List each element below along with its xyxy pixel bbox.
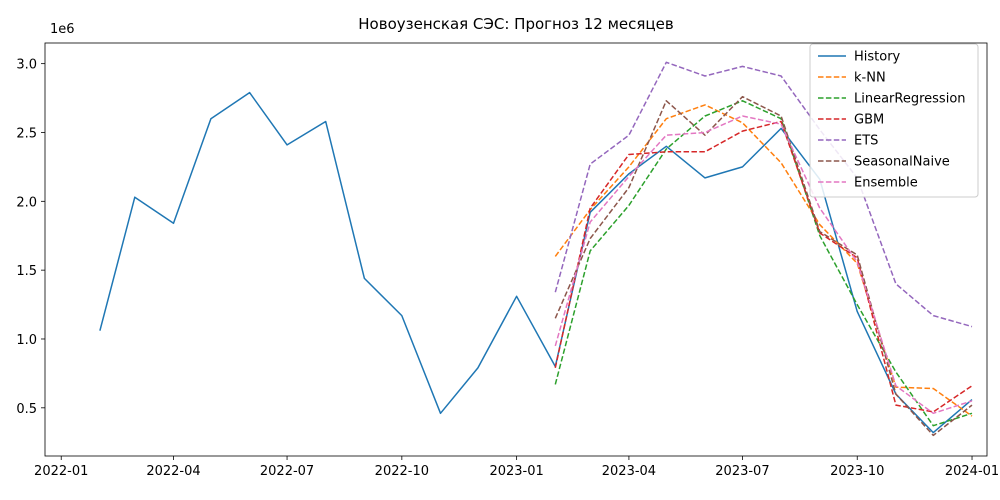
plot-frame bbox=[44, 42, 988, 457]
x-tick-label: 2022-10 bbox=[375, 464, 429, 479]
x-tick-label: 2023-04 bbox=[602, 464, 656, 479]
legend-entry-label: Ensemble bbox=[854, 176, 918, 191]
y-axis-multiplier-label: 1e6 bbox=[50, 22, 75, 37]
legend-entry-label: k-NN bbox=[854, 71, 886, 86]
legend-entry-label: SeasonalNaive bbox=[854, 155, 950, 170]
x-tick-label: 2022-04 bbox=[146, 464, 200, 479]
y-tick-label: 1.0 bbox=[16, 333, 37, 348]
x-tick-label: 2023-01 bbox=[489, 464, 543, 479]
y-tick-label: 1.5 bbox=[16, 264, 37, 279]
y-tick-label: 2.0 bbox=[16, 195, 37, 210]
legend-entry-label: LinearRegression bbox=[854, 92, 966, 107]
series-line-ensemble bbox=[554, 115, 973, 415]
y-tick-label: 2.5 bbox=[16, 126, 37, 141]
y-tick-label: 3.0 bbox=[16, 58, 37, 73]
series-line-k-nn bbox=[554, 104, 973, 417]
x-tick-label: 2023-07 bbox=[715, 464, 769, 479]
series-line-seasonalnaive bbox=[554, 95, 973, 437]
series-layer bbox=[99, 61, 973, 437]
legend-box bbox=[809, 43, 979, 198]
y-tick-label: 0.5 bbox=[16, 402, 37, 417]
x-tick-label: 2022-01 bbox=[34, 464, 88, 479]
legend-entry-label: History bbox=[854, 50, 901, 65]
series-line-history bbox=[99, 91, 973, 434]
series-line-gbm bbox=[554, 120, 973, 413]
legend-entry-label: GBM bbox=[854, 113, 884, 128]
chart-title: Новоузенская СЭС: Прогноз 12 месяцев bbox=[358, 15, 673, 33]
legend: History k-NN LinearRegression GBM ETS Seasona… bbox=[809, 43, 979, 198]
x-tick-label: 2022-07 bbox=[260, 464, 314, 479]
axes: 2022-01 2022-04 2022-07 2022-10 2023-01 2023-… bbox=[16, 42, 999, 479]
x-tick-label: 2024-01 bbox=[945, 464, 999, 479]
legend-entry-label: ETS bbox=[854, 134, 878, 149]
x-tick-label: 2023-10 bbox=[830, 464, 884, 479]
series-line-linearregression bbox=[554, 100, 973, 427]
